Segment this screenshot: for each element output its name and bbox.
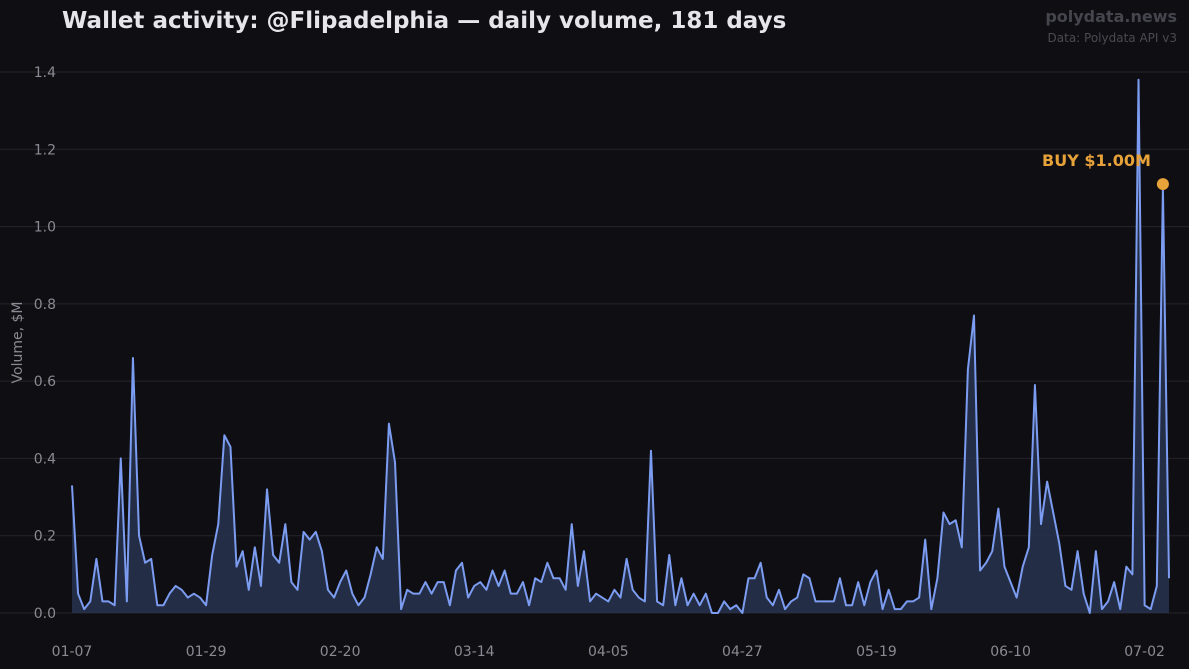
x-tick-label: 06-10 xyxy=(990,644,1031,660)
y-tick-label: 1.2 xyxy=(34,142,56,158)
buy-annotation-label: BUY $1.00M xyxy=(1042,151,1151,170)
buy-marker xyxy=(1156,178,1169,191)
x-axis-ticks: 01-07 01-29 02-20 03-14 04-05 04-27 05-19 06-10… xyxy=(52,644,1165,660)
data-source-note: Data: Polydata API v3 xyxy=(1047,31,1177,45)
series-area-fill xyxy=(72,79,1169,614)
chart-title: Wallet activity: @Flipadelphia — daily v… xyxy=(62,8,787,34)
y-axis-label: Volume, $M xyxy=(10,302,26,384)
grid-lines xyxy=(0,71,1189,614)
y-tick-label: 1.4 xyxy=(34,65,56,81)
x-tick-label: 07-02 xyxy=(1124,644,1165,660)
y-tick-label: 0.6 xyxy=(34,374,56,390)
x-tick-label: 01-07 xyxy=(52,644,93,660)
x-tick-label: 01-29 xyxy=(186,644,227,660)
brand-logo-text: polydata.news xyxy=(1045,7,1177,26)
y-tick-label: 0.8 xyxy=(34,297,56,313)
series-line xyxy=(71,78,1170,614)
x-tick-label: 05-19 xyxy=(856,644,897,660)
y-tick-label: 0.4 xyxy=(34,451,56,467)
y-tick-label: 1.0 xyxy=(34,220,56,236)
annotations: BUY $1.00M xyxy=(1042,151,1169,191)
x-tick-label: 02-20 xyxy=(320,644,361,660)
y-tick-label: 0.2 xyxy=(34,529,56,545)
x-tick-label: 03-14 xyxy=(454,644,495,660)
x-tick-label: 04-27 xyxy=(722,644,763,660)
y-tick-label: 0.0 xyxy=(34,606,56,622)
y-axis-ticks: 0.0 0.2 0.4 0.6 0.8 1.0 1.2 1.4 xyxy=(34,65,56,622)
x-tick-label: 04-05 xyxy=(588,644,629,660)
